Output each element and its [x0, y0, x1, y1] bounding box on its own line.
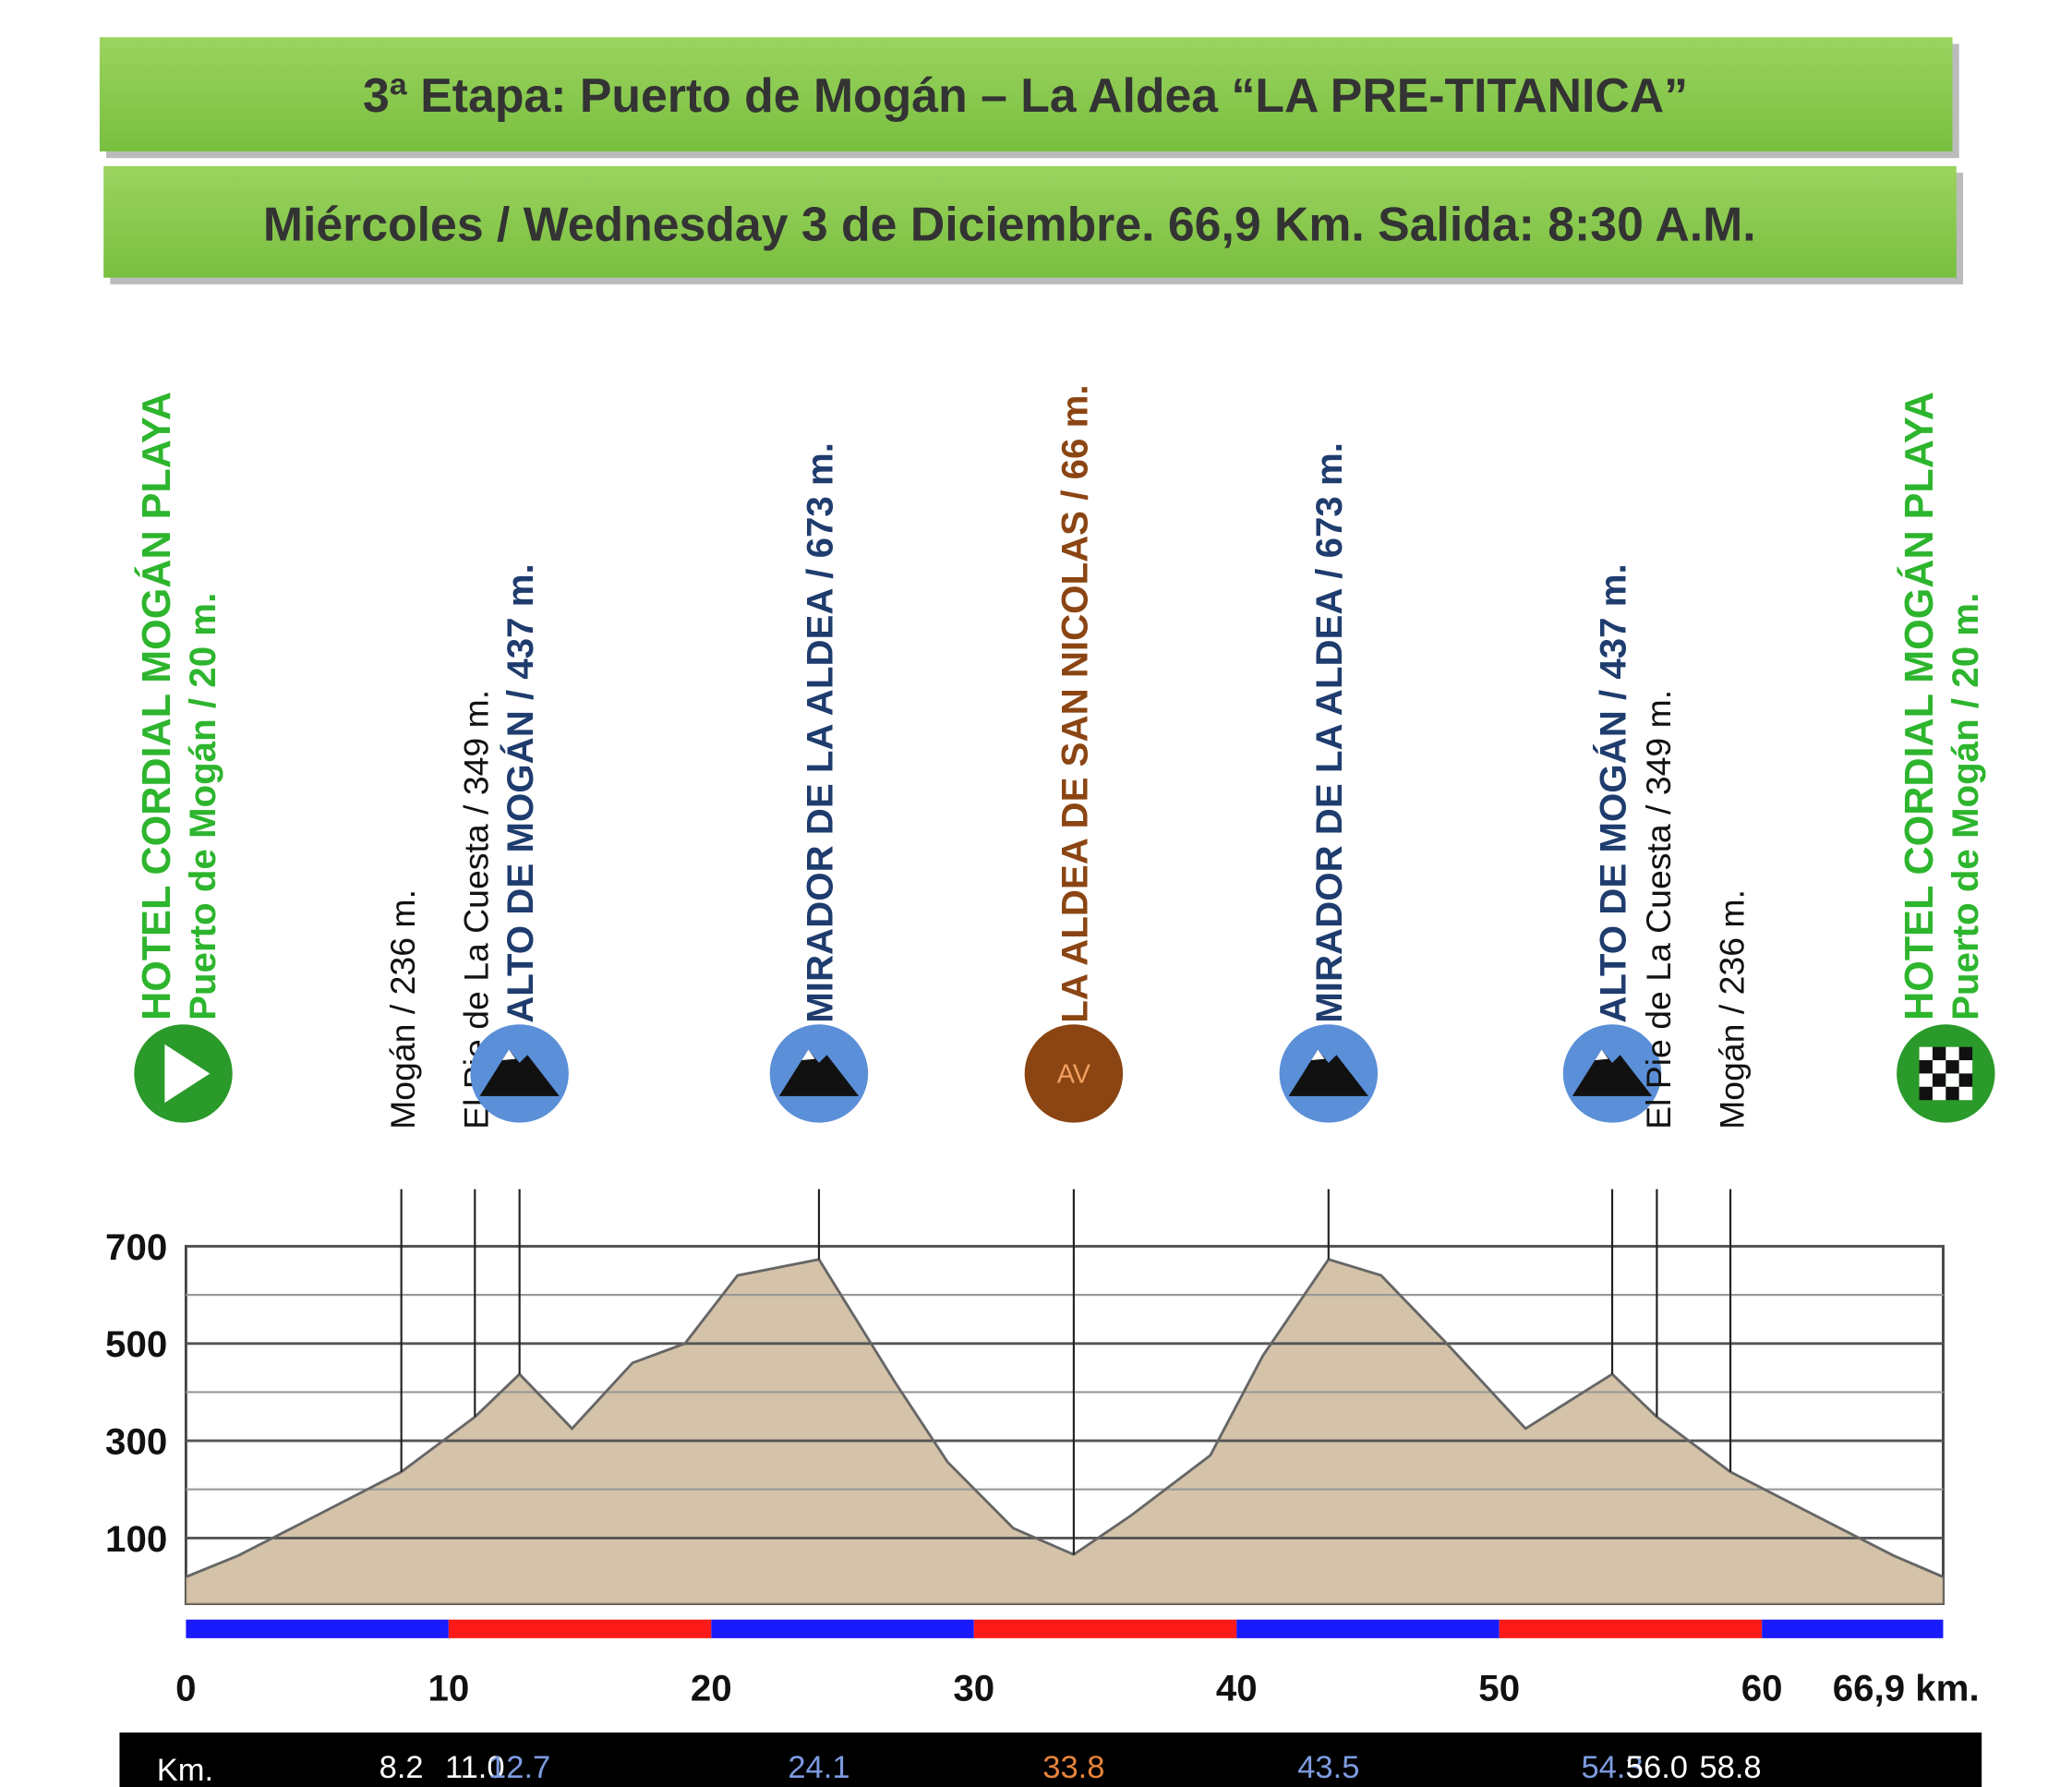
km-row-value: 56.0 [1626, 1750, 1688, 1785]
marker-label: ALTO DE MOGÁN / 437 m. [1592, 563, 1633, 1022]
start-arrow [164, 1044, 211, 1104]
finish-flag-cell [1946, 1073, 1959, 1087]
av-icon-label: AV [1057, 1060, 1091, 1090]
km-row-value: 43.5 [1297, 1750, 1359, 1785]
finish-flag-cell [1932, 1073, 1946, 1087]
km-row [119, 1733, 1982, 1787]
start-name: HOTEL CORDIAL MOGÁN PLAYA [135, 392, 179, 1020]
distance-segment [1236, 1619, 1500, 1638]
finish-flag-cell [1932, 1046, 1946, 1061]
marker-label: LA ALDEA DE SAN NICOLAS / 66 m. [1054, 384, 1095, 1022]
x-tick-label: 66,9 km. [1833, 1667, 1980, 1709]
km-row-value: 33.8 [1042, 1750, 1104, 1785]
climb-icon-mountain [1288, 1049, 1368, 1096]
km-row-value: 12.7 [488, 1750, 550, 1785]
km-row-value: 8.2 [379, 1750, 424, 1785]
km-row-value: 11.0 [445, 1750, 505, 1785]
distance-segment [711, 1619, 974, 1638]
x-tick-label: 30 [953, 1667, 994, 1709]
start-place: Puerto de Mogán / 20 m. [182, 593, 223, 1020]
x-tick-label: 40 [1216, 1667, 1258, 1709]
distance-segment [1499, 1619, 1763, 1638]
chart-subtitle: Miércoles / Wednesday 3 de Diciembre. 66… [263, 197, 1756, 250]
x-tick-label: 20 [691, 1667, 732, 1709]
marker-label: Mogán / 236 m. [383, 889, 422, 1129]
marker-label: ALTO DE MOGÁN / 437 m. [500, 563, 541, 1022]
finish-flag-cell [1932, 1086, 1946, 1101]
km-row-value: 54.3 [1581, 1750, 1643, 1785]
area-fill [186, 1259, 1944, 1604]
finish-name: HOTEL CORDIAL MOGÁN PLAYA [1897, 392, 1942, 1020]
marker-label: MIRADOR DE LA ALDEA / 673 m. [799, 442, 840, 1023]
x-tick-label: 50 [1478, 1667, 1520, 1709]
climb-icon-snow [1595, 1049, 1608, 1061]
distance-segment [448, 1619, 712, 1638]
subtitle-box [103, 165, 1957, 278]
climb-icon-mountain [1572, 1049, 1653, 1096]
marker-label: El Pie de La Cuesta / 349 m. [1639, 690, 1678, 1129]
finish-flag-cell [1919, 1086, 1933, 1101]
finish-flag-cell [1932, 1060, 1946, 1074]
x-tick-label: 60 [1741, 1667, 1783, 1709]
y-tick-label: 500 [105, 1323, 167, 1365]
distance-segment [186, 1619, 449, 1638]
marker-label: MIRADOR DE LA ALDEA / 673 m. [1308, 442, 1350, 1023]
x-tick-label: 10 [428, 1667, 469, 1709]
finish-flag-cell [1958, 1060, 1973, 1074]
distance-segment [973, 1619, 1237, 1638]
finish-place: Puerto de Mogán / 20 m. [1945, 593, 1986, 1020]
x-tick-label: 0 [175, 1667, 196, 1709]
elevation-line [185, 1257, 1945, 1578]
km-row-value: 58.8 [1699, 1750, 1761, 1785]
climb-icon-mountain [479, 1049, 560, 1096]
finish-flag-cell [1919, 1060, 1933, 1074]
marker-label: Mogán / 236 m. [1712, 889, 1751, 1129]
title-box [99, 37, 1953, 152]
distance-segment [1762, 1619, 1944, 1638]
chart-title: 3ª Etapa: Puerto de Mogán – La Aldea “LA… [363, 68, 1688, 122]
finish-flag-cell [1958, 1086, 1973, 1101]
finish-flag-cell [1919, 1073, 1933, 1087]
finish-flag-cell [1946, 1086, 1959, 1101]
av-icon [1024, 1024, 1124, 1123]
y-tick-label: 700 [105, 1226, 167, 1268]
km-row-value: 24.1 [788, 1750, 849, 1785]
y-tick-label: 300 [105, 1420, 167, 1462]
finish-flag-cell [1946, 1060, 1959, 1074]
km-row-label: Km. [157, 1753, 213, 1787]
climb-icon-snow [501, 1049, 516, 1061]
finish-flag-cell [1946, 1046, 1959, 1061]
y-tick-label: 100 [105, 1518, 167, 1560]
finish-flag-cell [1919, 1046, 1933, 1061]
climb-icon-snow [1311, 1049, 1325, 1061]
finish-flag-cell [1958, 1073, 1973, 1087]
climb-icon-mountain [778, 1049, 860, 1096]
finish-flag-cell [1958, 1046, 1973, 1061]
climb-icon-snow [801, 1049, 815, 1061]
